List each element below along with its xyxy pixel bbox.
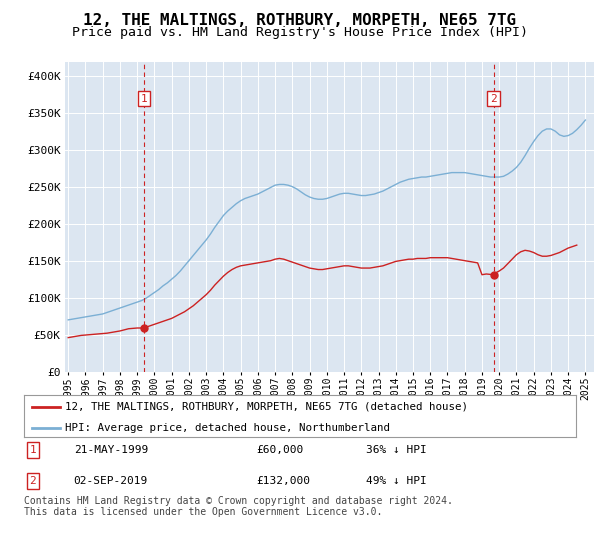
Text: 12, THE MALTINGS, ROTHBURY, MORPETH, NE65 7TG (detached house): 12, THE MALTINGS, ROTHBURY, MORPETH, NE6… — [65, 402, 469, 412]
Text: 12, THE MALTINGS, ROTHBURY, MORPETH, NE65 7TG: 12, THE MALTINGS, ROTHBURY, MORPETH, NE6… — [83, 13, 517, 28]
Text: HPI: Average price, detached house, Northumberland: HPI: Average price, detached house, Nort… — [65, 423, 391, 432]
Text: £60,000: £60,000 — [256, 445, 303, 455]
Text: 1: 1 — [140, 94, 147, 104]
Text: 21-MAY-1999: 21-MAY-1999 — [74, 445, 148, 455]
Text: 02-SEP-2019: 02-SEP-2019 — [74, 476, 148, 486]
Text: 2: 2 — [29, 476, 36, 486]
Text: 36% ↓ HPI: 36% ↓ HPI — [366, 445, 427, 455]
Text: 1: 1 — [29, 445, 36, 455]
Text: 2: 2 — [490, 94, 497, 104]
Text: 49% ↓ HPI: 49% ↓ HPI — [366, 476, 427, 486]
Text: £132,000: £132,000 — [256, 476, 310, 486]
Text: Contains HM Land Registry data © Crown copyright and database right 2024.
This d: Contains HM Land Registry data © Crown c… — [24, 496, 453, 517]
Text: Price paid vs. HM Land Registry's House Price Index (HPI): Price paid vs. HM Land Registry's House … — [72, 26, 528, 39]
